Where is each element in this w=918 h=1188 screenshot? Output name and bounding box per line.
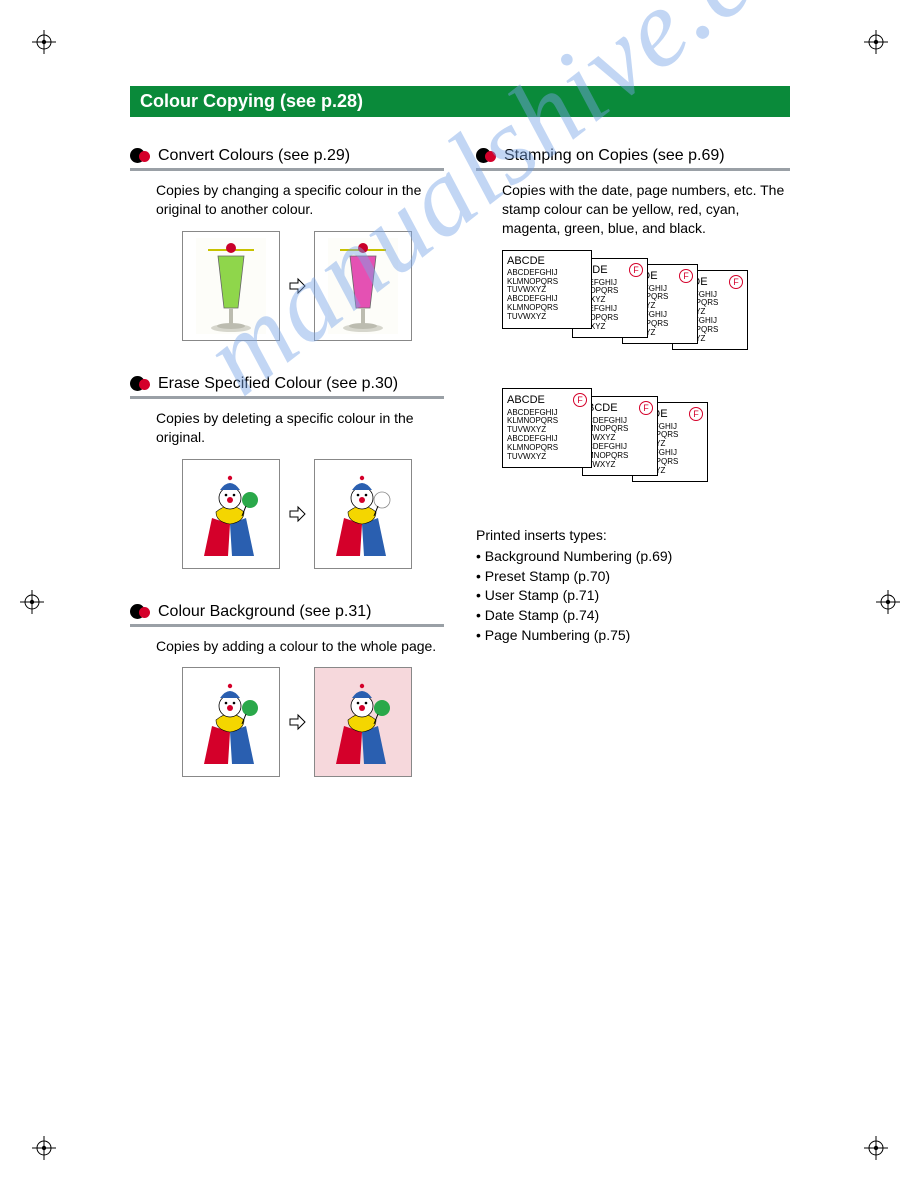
rule: [476, 168, 790, 171]
f-stamp-icon: F: [639, 401, 653, 415]
page-content: Colour Copying (see p.28) Convert Colour…: [130, 86, 790, 811]
stamp-card-front: ABCDE ABCDEFGHIJ KLMNOPQRS TUVWXYZ ABCDE…: [502, 250, 592, 329]
feature-title: Colour Background (see p.31): [158, 603, 371, 621]
feature-desc: Copies by changing a specific colour in …: [130, 181, 444, 219]
f-stamp-icon: F: [729, 275, 743, 289]
inserts-header: Printed inserts types:: [476, 526, 790, 546]
card-title: ABCDE: [507, 394, 545, 406]
arrow-icon: [288, 505, 306, 523]
stamp-illustration-top: BCDEF CDEFGHIJ MNOPQRS VWXYZ CDEFGHIJ MN…: [476, 250, 790, 508]
bullet-icon: [130, 604, 152, 620]
crop-mark-bl: [32, 1136, 54, 1158]
insert-item: • Date Stamp (p.74): [476, 606, 790, 626]
insert-item: • Background Numbering (p.69): [476, 547, 790, 567]
crop-mark-ml: [20, 590, 42, 612]
feature-desc: Copies by adding a colour to the whole p…: [130, 637, 444, 656]
section-banner: Colour Copying (see p.28): [130, 86, 790, 117]
f-stamp-icon: F: [679, 269, 693, 283]
feature-colour-background: Colour Background (see p.31) Copies by a…: [130, 603, 444, 778]
feature-title: Convert Colours (see p.29): [158, 147, 350, 165]
illustration-before: [182, 231, 280, 341]
feature-convert-colours: Convert Colours (see p.29) Copies by cha…: [130, 147, 444, 341]
bullet-icon: [476, 148, 498, 164]
f-stamp-icon: F: [573, 393, 587, 407]
rule: [130, 168, 444, 171]
feature-erase-colour: Erase Specified Colour (see p.30) Copies…: [130, 375, 444, 569]
feature-title: Erase Specified Colour (see p.30): [158, 375, 398, 393]
arrow-icon: [288, 713, 306, 731]
crop-mark-br: [864, 1136, 886, 1158]
right-column: Stamping on Copies (see p.69) Copies wit…: [476, 147, 790, 811]
crop-mark-tr: [864, 30, 886, 52]
feature-title: Stamping on Copies (see p.69): [504, 147, 725, 165]
card-body: CDEFGHIJ MNOPQRS VWXYZ CDEFGHIJ MNOPQRS …: [587, 417, 653, 470]
rule: [130, 396, 444, 399]
bullet-icon: [130, 148, 152, 164]
illustration-before: [182, 459, 280, 569]
illustration-before: [182, 667, 280, 777]
stamp-illustration-bottom: BCDEF CDEFGHIJ MNOPQRS VWXYZ CDEFGHIJ MN…: [502, 388, 790, 508]
feature-stamping: Stamping on Copies (see p.69) Copies wit…: [476, 147, 790, 645]
stamp-card: BCDEF CDEFGHIJ MNOPQRS VWXYZ CDEFGHIJ MN…: [582, 396, 658, 477]
f-stamp-icon: F: [629, 263, 643, 277]
feature-desc: Copies by deleting a specific colour in …: [130, 409, 444, 447]
card-body: ABCDEFGHIJ KLMNOPQRS TUVWXYZ ABCDEFGHIJ …: [507, 269, 587, 322]
crop-mark-tl: [32, 30, 54, 52]
card-body: ABCDEFGHIJ KLMNOPQRS TUVWXYZ ABCDEFGHIJ …: [507, 409, 587, 462]
insert-item: • Preset Stamp (p.70): [476, 567, 790, 587]
insert-item: • Page Numbering (p.75): [476, 626, 790, 646]
rule: [130, 624, 444, 627]
banner-title: Colour Copying (see p.28): [140, 91, 363, 111]
f-stamp-icon: F: [689, 407, 703, 421]
illustration-after: [314, 667, 412, 777]
card-title: ABCDE: [507, 255, 545, 267]
inserts-list: Printed inserts types: • Background Numb…: [476, 526, 790, 646]
illustration-after: [314, 231, 412, 341]
stamp-card-front: ABCDE F ABCDEFGHIJ KLMNOPQRS TUVWXYZ ABCD…: [502, 388, 592, 469]
insert-item: • User Stamp (p.71): [476, 586, 790, 606]
left-column: Convert Colours (see p.29) Copies by cha…: [130, 147, 444, 811]
crop-mark-mr: [876, 590, 898, 612]
bullet-icon: [130, 376, 152, 392]
arrow-icon: [288, 277, 306, 295]
feature-desc: Copies with the date, page numbers, etc.…: [476, 181, 790, 238]
illustration-after: [314, 459, 412, 569]
